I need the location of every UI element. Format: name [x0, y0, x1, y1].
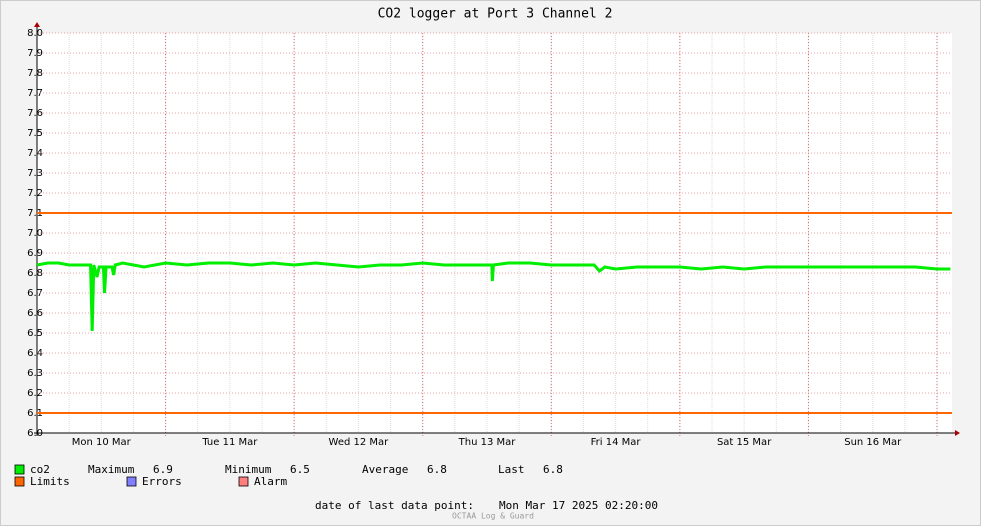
legend-label: Errors [142, 475, 182, 488]
legend-swatch [238, 476, 249, 487]
stat-label: Last [498, 463, 525, 476]
x-tick-label: Wed 12 Mar [329, 437, 390, 448]
legend-swatch [14, 476, 25, 487]
x-tick-label: Tue 11 Mar [201, 437, 258, 448]
stat-value: 6.5 [290, 463, 310, 476]
x-tick-label: Thu 13 Mar [458, 437, 517, 448]
stat-label: Minimum [225, 463, 272, 476]
y-tick-label: 6.4 [27, 348, 43, 359]
legend-label: Alarm [254, 475, 287, 488]
data-line [36, 261, 951, 332]
legend-label: Limits [30, 475, 70, 488]
watermark: OCTAA Log & Guard [452, 512, 534, 521]
y-tick-label: 7.6 [27, 108, 43, 119]
y-tick-label: 6.6 [27, 308, 43, 319]
y-tick-label: 6.2 [27, 388, 43, 399]
y-tick-label: 6.3 [27, 368, 43, 379]
x-tick-label: Sun 16 Mar [844, 437, 902, 448]
stat-label: Maximum [88, 463, 135, 476]
stat-value: 6.8 [543, 463, 563, 476]
y-tick-label: 7.4 [27, 148, 43, 159]
y-tick-label: 8.0 [27, 28, 43, 39]
stat-value: 6.8 [427, 463, 447, 476]
y-tick-label: 6.7 [27, 288, 43, 299]
y-tick-label: 6.9 [27, 248, 43, 259]
x-tick-label: Sat 15 Mar [717, 437, 772, 448]
legend-swatch [14, 464, 25, 475]
y-tick-label: 7.3 [27, 168, 43, 179]
y-tick-label: 7.0 [27, 228, 43, 239]
chart-title: CO2 logger at Port 3 Channel 2 [378, 7, 613, 22]
axis-arrow [955, 430, 960, 436]
y-tick-label: 6.8 [27, 268, 43, 279]
y-tick-label: 6.1 [27, 408, 43, 419]
y-tick-label: 7.1 [27, 208, 43, 219]
stat-label: Average [362, 463, 408, 476]
y-tick-label: 7.7 [27, 88, 43, 99]
stat-value: 6.9 [153, 463, 173, 476]
legend-label: co2 [30, 463, 50, 476]
footer-value: Mon Mar 17 2025 02:20:00 [499, 499, 658, 512]
x-tick-label: Fri 14 Mar [591, 437, 642, 448]
legend-swatch [126, 476, 137, 487]
axis-arrow [34, 22, 40, 27]
y-tick-label: 7.9 [27, 48, 43, 59]
y-tick-label: 6.5 [27, 328, 43, 339]
y-tick-label: 7.2 [27, 188, 43, 199]
y-tick-label: 7.8 [27, 68, 43, 79]
footer-label: date of last data point: [315, 499, 474, 512]
x-tick-label: Mon 10 Mar [72, 437, 132, 448]
y-tick-label: 7.5 [27, 128, 43, 139]
